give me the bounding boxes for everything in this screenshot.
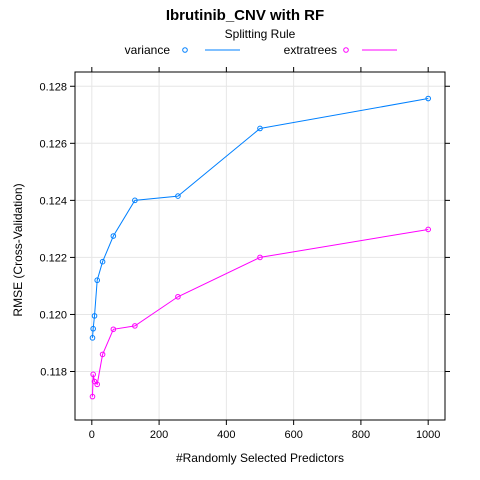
data-point-variance (257, 125, 263, 132)
x-axis-label: #Randomly Selected Predictors (176, 451, 344, 465)
data-point-extratrees (257, 254, 263, 261)
y-tick-label: 0.124 (39, 195, 67, 207)
series-extratrees (89, 226, 431, 400)
data-point-variance (91, 313, 98, 319)
data-point-extratrees (175, 293, 181, 300)
series-line-extratrees (91, 228, 429, 397)
series-line-variance (91, 98, 429, 338)
x-tick-label: 0 (89, 429, 95, 441)
y-tick-label: 0.118 (40, 367, 67, 379)
chart-title: Ibrutinib_CNV with RF (166, 7, 324, 24)
data-point-extratrees (425, 226, 431, 233)
data-point-variance (110, 233, 117, 239)
x-tick-label: 600 (284, 429, 302, 441)
axes: 0 200 400 600 800 1000 0.118 0.120 0.122 0.124 0.1… (39, 67, 450, 441)
data-point-variance (90, 325, 96, 332)
data-point-extratrees (110, 326, 117, 333)
series-layer (89, 95, 431, 400)
data-point-extratrees (94, 381, 100, 388)
legend-point-extratrees (343, 47, 349, 53)
data-point-extratrees (99, 351, 106, 358)
data-point-variance (175, 193, 181, 199)
data-point-extratrees (90, 371, 96, 378)
data-point-variance (425, 95, 431, 102)
data-point-variance (99, 258, 106, 265)
grid (75, 72, 445, 420)
x-tick-label: 800 (352, 429, 370, 441)
plot-frame (74, 71, 446, 421)
legend-label-extratrees: extratrees (284, 43, 337, 57)
legend-point-variance (182, 47, 188, 53)
x-tick-label: 1000 (416, 429, 440, 441)
y-axis-label: RMSE (Cross-Validation) (11, 183, 25, 316)
data-point-variance (94, 277, 100, 284)
legend-title: Splitting Rule (225, 27, 296, 41)
x-tick-label: 400 (217, 429, 235, 441)
y-tick-label: 0.120 (39, 309, 67, 321)
x-tick-label: 200 (150, 429, 168, 441)
y-tick-label: 0.126 (39, 138, 67, 150)
data-point-extratrees (132, 323, 138, 329)
legend-label-variance: variance (125, 43, 171, 57)
y-tick-label: 0.122 (39, 252, 67, 264)
data-point-variance (132, 197, 138, 204)
data-point-variance (89, 335, 96, 341)
series-variance (89, 95, 431, 341)
data-point-extratrees (89, 393, 96, 400)
y-tick-label: 0.128 (39, 81, 67, 93)
legend: variance extratrees (125, 43, 397, 57)
